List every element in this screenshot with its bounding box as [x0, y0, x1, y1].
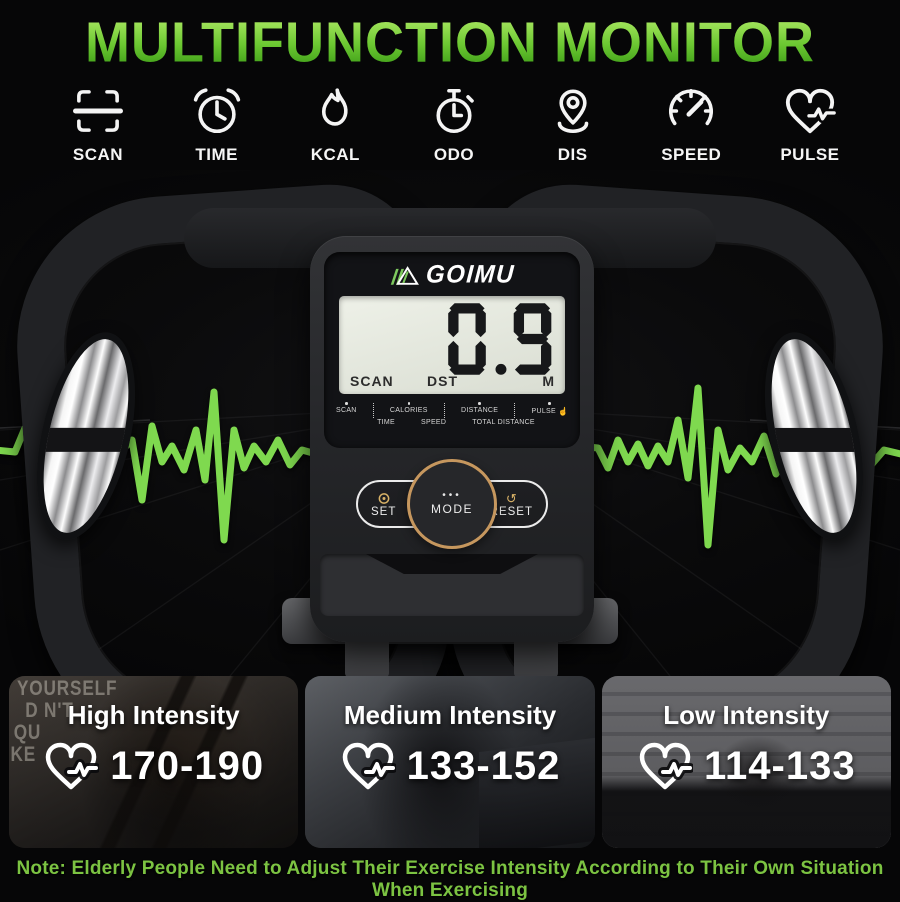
feature-pulse: PULSE: [760, 84, 860, 165]
heart-pulse-icon: [785, 88, 837, 134]
stopwatch-icon: [436, 88, 474, 134]
feature-dis: DIS: [523, 84, 623, 165]
frame-post-left: [345, 636, 389, 676]
feature-label: SPEED: [661, 145, 722, 164]
hand-touch-icon: ☝: [557, 406, 568, 416]
lcd-unit-label: M: [542, 373, 554, 389]
flame-icon: [322, 88, 348, 126]
dotted-separator: [372, 403, 374, 418]
intensity-panel-row: YOURSELF D N'T QU KE High Intensity 170-…: [0, 676, 900, 848]
feature-label: DIS: [557, 145, 588, 164]
lcd-metric-label: DST: [427, 373, 458, 389]
indicator-dot: [478, 402, 481, 405]
panel-medium-intensity: Medium Intensity 133-152: [305, 676, 595, 848]
mode-label: SCAN: [336, 402, 357, 414]
heart-rate-range: 114-133: [704, 743, 856, 788]
dotted-separator: [443, 403, 445, 418]
feature-label: SCAN: [72, 145, 124, 164]
sensor-strap: [763, 427, 867, 452]
mode-label-row-bottom: TIME SPEED TOTAL DISTANCE: [377, 419, 535, 426]
feature-icon-row: SCAN TIME KCAL ODO DIS: [0, 84, 900, 165]
goimu-logo-icon: [390, 266, 420, 285]
mode-dots-icon: •••: [442, 490, 462, 501]
feature-scan: SCAN: [48, 84, 148, 165]
set-dot-icon: [378, 493, 390, 504]
dark-overlay: [305, 676, 595, 848]
mode-label-row-top: SCAN CALORIES DISTANCE PUL: [336, 402, 568, 418]
product-photo-scene: GOIMU SCAN DST M SCAN CALORIES: [0, 170, 900, 676]
heart-rate-range: 133-152: [406, 743, 561, 788]
scan-icon: [73, 90, 123, 132]
heart-pulse-icon: [639, 742, 694, 790]
mode-label: CALORIES: [390, 402, 428, 414]
heart-pulse-icon: [342, 742, 396, 790]
frame-post-right: [514, 636, 558, 676]
feature-time: TIME: [167, 84, 267, 165]
battle-rope-photo: [9, 676, 299, 848]
page-title: MULTIFUNCTION MONITOR: [0, 11, 900, 75]
brand-name: GOIMU: [425, 260, 516, 289]
feature-odo: ODO: [404, 84, 504, 165]
sensor-strap: [33, 427, 137, 452]
panel-high-intensity: YOURSELF D N'T QU KE High Intensity 170-…: [9, 676, 299, 848]
panel-title: Medium Intensity: [343, 700, 557, 730]
monitor-console: GOIMU SCAN DST M SCAN CALORIES: [310, 236, 594, 642]
lcd-mode-label: SCAN: [350, 373, 394, 389]
dotted-separator: [514, 403, 516, 418]
reset-arrow-icon: ↺: [505, 491, 517, 506]
dark-overlay: [9, 676, 299, 848]
mode-label: PULSE ☝: [532, 402, 568, 416]
set-button[interactable]: SET: [371, 492, 396, 518]
feature-speed: SPEED: [641, 84, 741, 165]
footer-note: Note: Elderly People Need to Adjust Thei…: [16, 858, 884, 901]
heart-pulse-icon: [46, 742, 100, 790]
panel-title: High Intensity: [67, 700, 240, 730]
location-pin-icon: [557, 89, 588, 134]
screen-bezel: GOIMU SCAN DST M SCAN CALORIES: [324, 252, 580, 448]
brand-row: GOIMU: [324, 260, 580, 289]
panel-low-intensity: Low Intensity 114-133: [601, 676, 891, 848]
tablet-holder-tray: [320, 554, 584, 616]
indicator-dot: [345, 402, 348, 405]
background-poster-text: YOURSELF D N'T QU KE: [10, 677, 118, 766]
speedometer-icon: [669, 88, 714, 126]
dark-overlay: [601, 676, 891, 848]
lcd-screen: SCAN DST M: [339, 296, 565, 394]
reset-button[interactable]: ↺ RESET: [489, 491, 533, 518]
indicator-dot: [548, 402, 551, 405]
treadmill-photo: [305, 676, 595, 848]
tray-notch: [366, 554, 538, 574]
indicator-dot: [407, 402, 411, 405]
stretching-photo: [601, 676, 891, 848]
feature-kcal: KCAL: [285, 84, 385, 165]
feature-label: KCAL: [310, 145, 360, 164]
feature-label: PULSE: [780, 145, 840, 164]
mode-label-rows: SCAN CALORIES DISTANCE PUL: [336, 402, 568, 426]
feature-label: ODO: [433, 145, 475, 164]
heart-rate-range: 170-190: [110, 743, 265, 788]
feature-label: TIME: [195, 145, 238, 164]
panel-title: Low Intensity: [663, 700, 830, 730]
alarm-clock-icon: [193, 88, 240, 134]
mode-button[interactable]: ••• MODE: [407, 459, 497, 549]
mode-label: DISTANCE: [461, 402, 498, 414]
seven-segment-display: [448, 303, 552, 375]
